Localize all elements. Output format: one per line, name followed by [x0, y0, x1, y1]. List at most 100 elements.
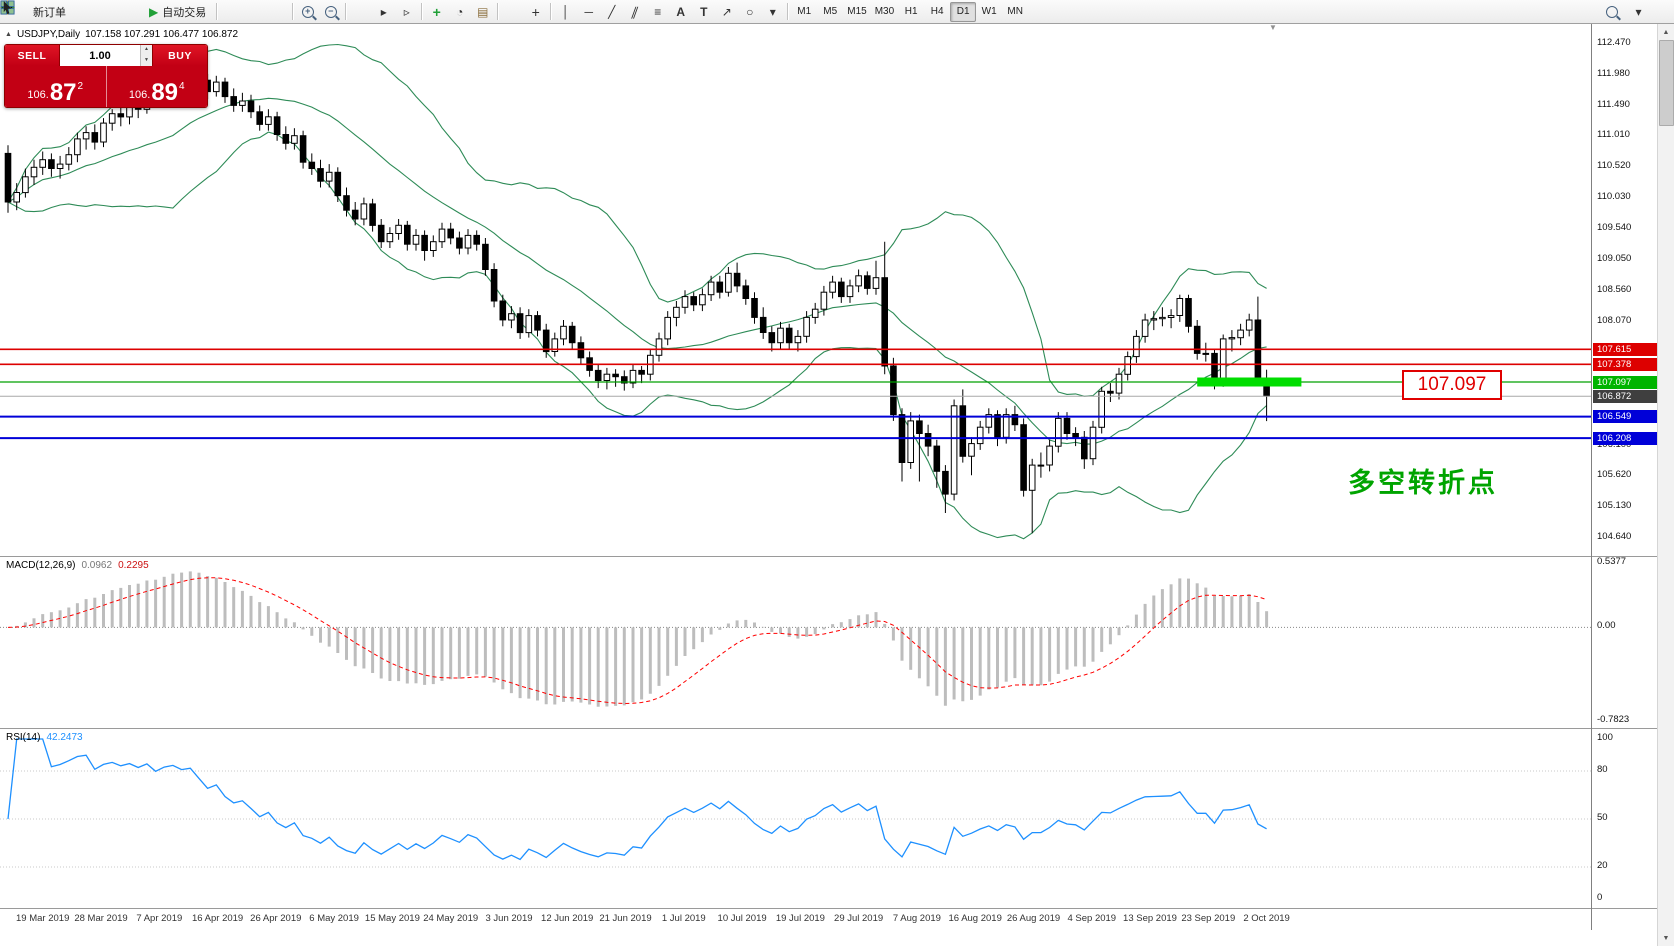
chart-ohlc-values: 107.158 107.291 106.477 106.872	[85, 29, 239, 40]
rsi-label: RSI(14)	[6, 732, 41, 743]
new-order-button[interactable]: 新订单	[1, 0, 73, 22]
auto-scroll-icon: ▸	[380, 4, 387, 19]
indicators-button[interactable]: +	[425, 2, 448, 22]
macd-axis-label: -0.7823	[1597, 714, 1630, 725]
arrow-tools-button[interactable]: ↗	[715, 2, 738, 22]
zoom-out-button[interactable]: −	[319, 2, 342, 22]
macd-canvas[interactable]	[0, 557, 1591, 728]
price-axis-label: 110.520	[1597, 160, 1631, 171]
volume-input[interactable]	[60, 45, 140, 66]
price-axis-label: 105.130	[1597, 500, 1632, 512]
vertical-line-button[interactable]: │	[554, 2, 577, 22]
cursor-button[interactable]	[3, 0, 524, 22]
time-axis-label: 13 Sep 2019	[1123, 913, 1177, 924]
text-label-button[interactable]: T	[692, 2, 715, 22]
vertical-line-icon: │	[561, 4, 570, 19]
time-axis-label: 19 Jul 2019	[775, 913, 825, 924]
timeframe-button-m1[interactable]: M1	[797, 6, 812, 17]
timeframe-button-w1[interactable]: W1	[981, 6, 997, 17]
macd-signal-value: 0.2295	[118, 560, 149, 571]
text-label-icon: T	[700, 4, 708, 19]
chart-shift-marker-icon[interactable]: ▼	[1269, 23, 1277, 32]
periods-button[interactable]: ◔	[448, 2, 471, 22]
time-axis-label: 16 Apr 2019	[191, 913, 244, 924]
candlestick-chart-button[interactable]	[2, 0, 266, 22]
timeframe-button-h1[interactable]: H1	[904, 6, 918, 17]
line-chart-button[interactable]	[0, 2, 289, 22]
horizontal-line-icon: ─	[584, 4, 593, 19]
toolbar-separator	[550, 3, 552, 20]
macd-panel[interactable]: MACD(12,26,9) 0.0962 0.2295	[0, 556, 1657, 728]
auto-scroll-button[interactable]: ▸	[372, 2, 395, 22]
rsi-canvas[interactable]	[0, 729, 1591, 908]
fibonacci-button[interactable]: ≡	[646, 2, 669, 22]
crosshair-icon: +	[531, 3, 540, 20]
chart-shift-icon: ▹	[403, 4, 410, 19]
tile-windows-button[interactable]	[0, 0, 372, 22]
time-axis[interactable]: 19 Mar 2019 28 Mar 2019 7 Apr 2019 16 Apr 2…	[0, 908, 1657, 930]
chart-shift-button[interactable]: ▹	[395, 2, 418, 22]
time-axis-label: 7 Aug 2019	[892, 913, 941, 924]
timeframe-button-mn[interactable]: MN	[1007, 6, 1023, 17]
toolbar-separator	[787, 3, 789, 20]
timeframe-button-h4[interactable]: H4	[930, 6, 944, 17]
volume-field: ▲ ▼	[59, 45, 153, 66]
main-chart-panel[interactable]: ▼ ▲ USDJPY,Daily 107.158 107.291 106.477…	[0, 23, 1657, 556]
shapes-button[interactable]: ○	[738, 2, 761, 22]
timeframe-button-m30[interactable]: M30	[874, 6, 895, 17]
oneclick-collapse-icon[interactable]: ▲	[5, 31, 12, 38]
volume-up-icon[interactable]: ▲	[141, 45, 152, 56]
vertical-scrollbar[interactable]: ▲ ▼	[1657, 24, 1674, 946]
crosshair-button[interactable]: +	[524, 2, 547, 22]
search-button[interactable]	[1600, 2, 1623, 22]
text-button[interactable]: A	[669, 2, 692, 22]
chinese-annotation: 多空转折点	[1348, 468, 1498, 498]
buy-price[interactable]: 106. 89 4	[105, 66, 208, 107]
toolbar-options-dropdown-icon: ▾	[1635, 4, 1642, 19]
scrollbar-thumb[interactable]	[1659, 40, 1674, 126]
autotrading-label: 自动交易	[162, 6, 207, 19]
price-axis-label: 109.540	[1597, 221, 1632, 233]
price-axis-badge: 106.549	[1593, 410, 1657, 424]
navigator-button[interactable]	[0, 2, 142, 22]
chart-header: ▲ USDJPY,Daily 107.158 107.291 106.477 1…	[5, 29, 238, 40]
timeframe-button-m5[interactable]: M5	[823, 6, 838, 17]
timeframe-button-m15[interactable]: M15	[847, 6, 867, 17]
sell-button[interactable]: SELL	[5, 45, 59, 66]
price-axis[interactable]: 112.470 111.980 111.490 111.010 110.520 110.0…	[1591, 24, 1657, 930]
horizontal-line-button[interactable]: ─	[577, 2, 600, 22]
sell-price[interactable]: 106. 87 2	[27, 79, 84, 107]
metaeditor-button[interactable]	[0, 0, 96, 22]
time-axis-label: 24 May 2019	[423, 913, 479, 924]
time-axis-label: 23 Sep 2019	[1181, 913, 1236, 924]
arrow-tools-icon: ↗	[721, 4, 732, 19]
time-axis-label: 21 Jun 2019	[599, 913, 652, 924]
time-axis-label: 10 Jul 2019	[717, 913, 767, 924]
channel-button[interactable]: ∥	[623, 2, 646, 22]
templates-button[interactable]: ▤	[471, 2, 494, 22]
shapes-icon: ○	[746, 4, 754, 19]
toolbar-separator	[345, 3, 347, 20]
autotrading-button[interactable]: ▶ 自动交易	[142, 2, 213, 22]
bar-chart-button[interactable]	[2, 1, 243, 22]
time-axis-label: 19 Mar 2019	[16, 913, 70, 924]
indicators-icon: +	[432, 3, 441, 20]
scrollbar-down-icon[interactable]: ▼	[1662, 934, 1670, 942]
zoom-in-button[interactable]: +	[296, 2, 319, 22]
price-chart-canvas[interactable]	[0, 24, 1591, 556]
toolbar-options-button[interactable]: ▾	[1627, 2, 1650, 22]
buy-button[interactable]: BUY	[153, 45, 207, 66]
price-axis-badge: 106.208	[1593, 431, 1657, 445]
time-axis-label: 3 Jun 2019	[485, 913, 533, 924]
volume-down-icon[interactable]: ▼	[141, 55, 152, 66]
data-window-button[interactable]	[0, 1, 119, 22]
rsi-panel[interactable]: RSI(14) 42.2473	[0, 728, 1657, 908]
more-tools-button[interactable]: ▾	[761, 2, 784, 22]
scrollbar-up-icon[interactable]: ▲	[1662, 28, 1670, 36]
time-axis-label: 26 Apr 2019	[250, 913, 302, 924]
toolbar-right-group: ▾	[1600, 2, 1650, 22]
timeframe-button-d1[interactable]: D1	[950, 1, 977, 22]
trendline-button[interactable]: ╱	[600, 2, 623, 22]
toolbar-separator	[497, 3, 499, 20]
rsi-header: RSI(14) 42.2473	[6, 732, 83, 743]
